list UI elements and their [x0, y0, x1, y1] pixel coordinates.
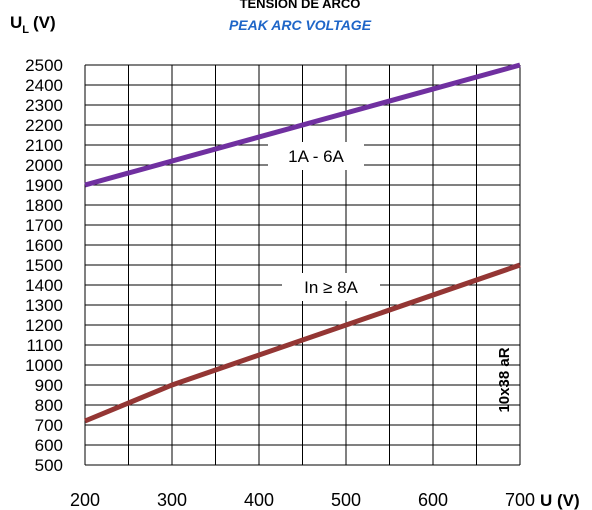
data-series	[84, 62, 521, 424]
x-axis-label: U (V)	[540, 491, 580, 510]
x-tick-labels: 200 300 400 500 600 700	[70, 490, 535, 510]
y-tick-label: 900	[35, 376, 63, 395]
y-tick-label: 2500	[25, 56, 63, 75]
y-tick-label: 1000	[25, 356, 63, 375]
series-line	[84, 262, 521, 424]
y-tick-label: 2200	[25, 116, 63, 135]
x-tick-label: 700	[505, 490, 535, 510]
x-tick-label: 500	[331, 490, 361, 510]
chart-title: TENSION DE ARCO	[240, 0, 361, 11]
series-label-background	[268, 142, 364, 170]
y-tick-label: 1900	[25, 176, 63, 195]
svg-text:UL(V): UL (V)	[10, 13, 56, 36]
y-tick-label: 2100	[25, 136, 63, 155]
chart-subtitle: PEAK ARC VOLTAGE	[229, 17, 372, 33]
y-tick-label: 2300	[25, 96, 63, 115]
y-tick-label: 500	[35, 456, 63, 475]
y-tick-label: 1600	[25, 236, 63, 255]
series-line	[84, 62, 521, 188]
y-tick-label: 1500	[25, 256, 63, 275]
x-tick-label: 200	[70, 490, 100, 510]
chart-side-label: 10x38 aR	[496, 347, 513, 412]
y-tick-label: 700	[35, 416, 63, 435]
y-tick-label: 1300	[25, 296, 63, 315]
series-labels: 1A - 6A In ≥ 8A	[268, 142, 380, 301]
y-tick-label: 2400	[25, 76, 63, 95]
y-axis-label-subscript: L	[22, 24, 29, 36]
series-label: In ≥ 8A	[304, 278, 358, 297]
y-tick-label: 800	[35, 396, 63, 415]
y-axis-label-unit: (V)	[33, 13, 56, 32]
y-tick-label: 1800	[25, 196, 63, 215]
x-tick-label: 300	[157, 490, 187, 510]
series-label-background	[282, 273, 380, 301]
y-tick-label: 1400	[25, 276, 63, 295]
y-tick-label: 1700	[25, 216, 63, 235]
y-tick-label: 1200	[25, 316, 63, 335]
y-tick-label: 1100	[26, 336, 63, 355]
y-axis-label: UL (V)	[10, 13, 56, 36]
y-tick-labels: 5006007008009001000110012001300140015001…	[25, 56, 63, 475]
y-tick-label: 600	[35, 436, 63, 455]
x-tick-label: 400	[244, 490, 274, 510]
y-tick-label: 2000	[25, 156, 63, 175]
y-axis-label-main: U	[10, 13, 22, 32]
x-tick-label: 600	[418, 490, 448, 510]
series-label: 1A - 6A	[288, 147, 344, 166]
